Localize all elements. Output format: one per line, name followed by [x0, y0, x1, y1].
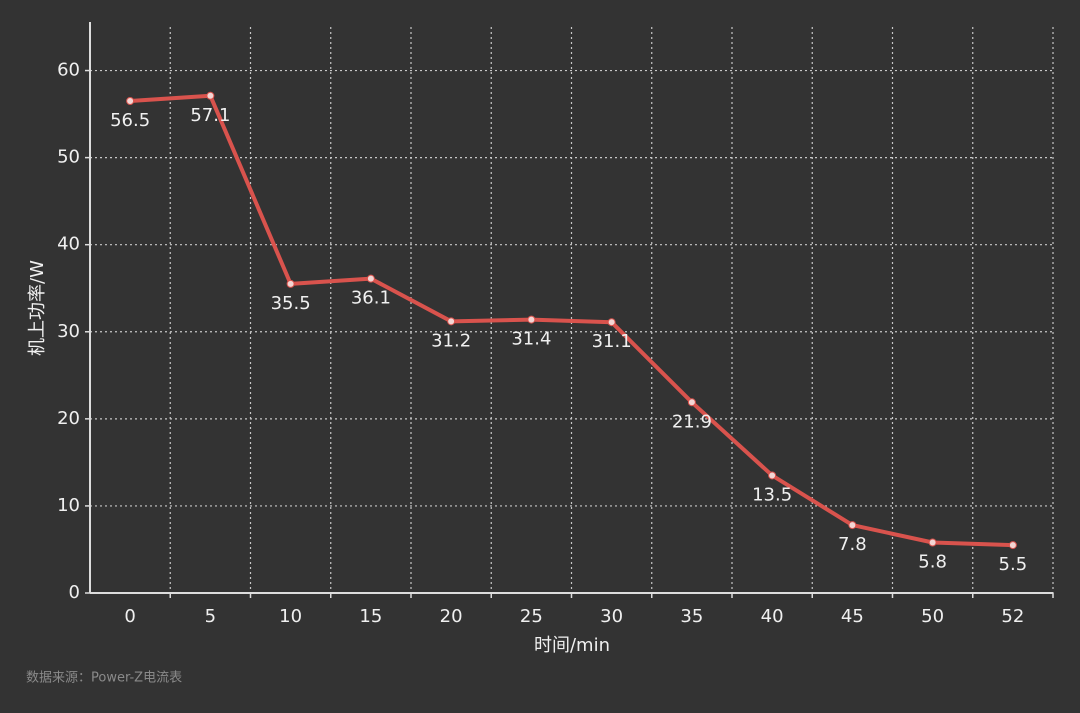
marker: [206, 91, 215, 100]
marker: [366, 274, 375, 283]
y-tick-label: 60: [57, 60, 80, 81]
data-label: 35.5: [271, 293, 311, 314]
marker: [928, 538, 937, 547]
x-tick-label: 25: [520, 606, 543, 627]
x-tick-label: 40: [761, 606, 784, 627]
data-label: 31.1: [592, 331, 632, 352]
data-label: 56.5: [110, 110, 150, 131]
x-tick-label: 30: [600, 606, 623, 627]
x-tick-label: 10: [279, 606, 302, 627]
marker: [286, 279, 295, 288]
marker: [687, 398, 696, 407]
x-tick-label: 35: [680, 606, 703, 627]
x-tick-label: 45: [841, 606, 864, 627]
marker: [848, 521, 857, 530]
x-axis-label: 时间/min: [534, 635, 610, 656]
data-label: 57.1: [190, 105, 230, 126]
source-note: 数据来源：Power-Z电流表: [26, 671, 182, 686]
line: [129, 93, 1013, 548]
data-label: 31.4: [511, 329, 551, 350]
marker: [447, 317, 456, 326]
data-label: 7.8: [838, 534, 867, 555]
x-tick-label: 20: [440, 606, 463, 627]
x-tick-label: 50: [921, 606, 944, 627]
x-tick-label: 52: [1001, 606, 1024, 627]
marker: [607, 318, 616, 327]
y-tick-label: 20: [57, 408, 80, 429]
y-axis-label: 机上功率/W: [27, 260, 48, 356]
y-tick-label: 0: [69, 582, 80, 603]
data-label: 13.5: [752, 484, 792, 505]
x-tick-label: 0: [124, 606, 135, 627]
x-tick-label: 5: [205, 606, 216, 627]
marker: [126, 97, 135, 106]
data-label: 5.8: [918, 551, 947, 572]
y-tick-label: 50: [57, 147, 80, 168]
y-tick-label: 30: [57, 321, 80, 342]
marker: [1008, 541, 1017, 550]
marker: [768, 471, 777, 480]
y-tick-label: 10: [57, 495, 80, 516]
data-label: 21.9: [672, 411, 712, 432]
x-tick-label: 15: [359, 606, 382, 627]
data-label: 31.2: [431, 330, 471, 351]
data-label: 5.5: [999, 554, 1028, 575]
marker: [527, 315, 536, 324]
y-tick-label: 40: [57, 234, 80, 255]
data-label: 36.1: [351, 288, 391, 309]
